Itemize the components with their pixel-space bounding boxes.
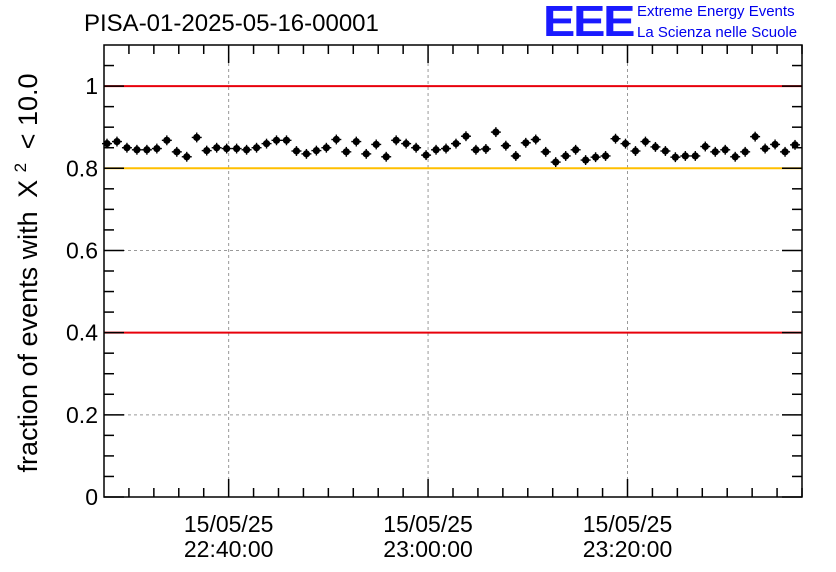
- data-point: [282, 136, 291, 144]
- data-point: [332, 135, 340, 144]
- eee-logo-mark: EEE: [543, 0, 635, 46]
- y-axis-label-main: fraction of events with: [13, 211, 43, 472]
- data-point: [771, 140, 779, 149]
- data-point: [721, 146, 729, 154]
- data-point: [262, 140, 271, 148]
- data-point: [791, 141, 799, 149]
- x-tick-label-date: 15/05/25: [184, 511, 274, 537]
- data-point: [163, 136, 171, 144]
- plot-frame: [103, 44, 803, 498]
- grid-lines: [104, 45, 802, 497]
- data-point: [661, 147, 669, 155]
- y-tick-label: 0.6: [66, 237, 98, 263]
- data-point: [462, 132, 470, 140]
- y-tick-label: 0.2: [66, 402, 98, 428]
- tick-labels: 00.20.40.60.8115/05/2522:40:0015/05/2523…: [66, 73, 672, 562]
- data-point: [761, 144, 769, 153]
- data-point: [392, 136, 400, 144]
- data-point: [492, 128, 500, 136]
- data-point: [621, 140, 630, 148]
- data-point: [582, 156, 590, 164]
- data-point: [671, 153, 679, 161]
- y-axis-label: fraction of events with X 2 < 10.0: [2, 74, 43, 473]
- data-point: [153, 144, 161, 153]
- data-point: [601, 152, 610, 160]
- y-axis-label-symbol: X: [13, 180, 43, 198]
- data-point: [432, 146, 440, 154]
- data-point: [302, 150, 311, 158]
- data-point: [372, 140, 380, 149]
- data-point: [701, 142, 709, 151]
- x-tick-label-time: 23:00:00: [383, 536, 473, 562]
- data-point: [751, 133, 759, 141]
- data-point: [173, 148, 181, 156]
- data-point: [322, 144, 330, 152]
- data-point: [203, 147, 211, 155]
- data-point: [123, 144, 131, 152]
- data-point: [591, 153, 600, 161]
- data-point: [382, 153, 390, 161]
- data-point: [482, 145, 490, 153]
- data-points: [102, 127, 801, 168]
- data-point: [502, 142, 510, 150]
- data-point: [532, 135, 540, 144]
- y-tick-label: 1: [85, 73, 98, 99]
- data-point: [183, 153, 191, 161]
- data-point: [103, 140, 111, 148]
- data-point: [412, 144, 420, 152]
- reference-lines: [104, 85, 802, 334]
- data-point: [572, 146, 580, 154]
- x-tick-label-date: 15/05/25: [583, 511, 673, 537]
- y-axis-label-tail: < 10.0: [13, 74, 43, 150]
- y-tick-label: 0.8: [66, 155, 98, 181]
- data-point: [312, 147, 320, 155]
- data-point: [512, 152, 520, 160]
- data-point: [402, 140, 410, 148]
- x-tick-label-date: 15/05/25: [383, 511, 473, 537]
- data-point: [681, 152, 689, 160]
- axis-ticks: [104, 45, 803, 498]
- data-point: [113, 137, 121, 146]
- data-point: [542, 148, 550, 156]
- data-point: [611, 135, 620, 143]
- data-point: [711, 148, 719, 156]
- data-point: [522, 139, 530, 147]
- data-point: [552, 158, 560, 166]
- logo-text-line2: La Scienza nelle Scuole: [637, 24, 798, 41]
- data-point: [741, 148, 749, 156]
- data-point: [651, 143, 660, 151]
- data-point: [691, 152, 699, 160]
- data-point: [562, 152, 570, 160]
- data-point: [452, 140, 460, 148]
- data-point: [352, 137, 360, 146]
- data-point: [292, 147, 301, 155]
- logo-text-line1: Extreme Energy Events: [637, 3, 795, 20]
- data-point: [252, 144, 261, 152]
- data-point: [242, 146, 251, 154]
- y-tick-label: 0: [85, 484, 98, 510]
- y-axis-label-superscript: 2: [11, 163, 30, 172]
- data-point: [472, 146, 480, 154]
- data-point: [731, 153, 739, 161]
- data-point: [442, 144, 450, 153]
- data-point: [133, 146, 141, 154]
- data-point: [213, 144, 221, 152]
- data-point: [631, 147, 640, 155]
- x-tick-label-time: 23:20:00: [583, 536, 673, 562]
- data-point: [362, 150, 370, 158]
- data-point: [193, 133, 201, 142]
- y-tick-label: 0.4: [66, 320, 98, 346]
- data-point: [342, 148, 350, 156]
- x-tick-label-time: 22:40:00: [184, 536, 274, 562]
- data-point: [422, 151, 430, 159]
- data-point: [233, 144, 241, 153]
- data-point: [143, 146, 151, 154]
- data-point: [781, 148, 789, 156]
- data-point: [641, 137, 650, 146]
- data-point: [272, 136, 281, 144]
- chart-title: PISA-01-2025-05-16-00001: [84, 10, 379, 37]
- data-point: [223, 144, 231, 153]
